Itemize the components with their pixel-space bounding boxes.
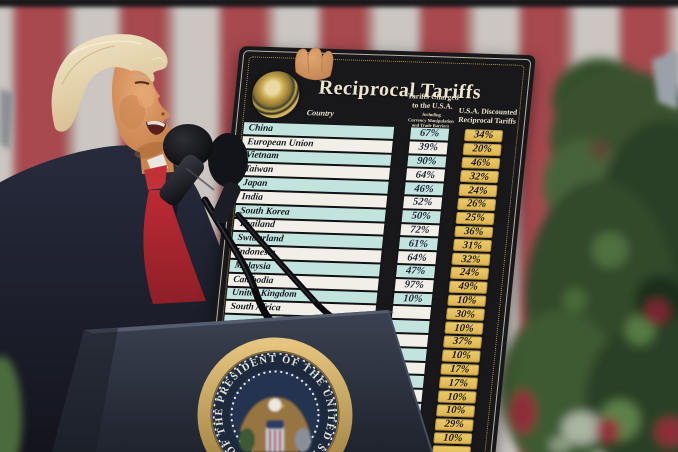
microphone-rear-body	[211, 181, 241, 224]
tie-knot	[144, 165, 167, 190]
podium-presidential-seal: SEAL OF THE PRESIDENT OF THE UNITED STAT…	[197, 337, 353, 452]
hair	[51, 34, 168, 132]
arrows	[295, 428, 311, 452]
olive-branch	[239, 428, 255, 452]
blurred-object-left	[0, 88, 14, 150]
teeth	[147, 120, 165, 127]
cheek-highlight	[137, 84, 155, 108]
seal-text-band	[214, 354, 336, 452]
microphone-highlight	[185, 167, 215, 191]
seal-gold-ring	[197, 337, 353, 452]
microphones	[159, 124, 248, 224]
podium-edge-highlight	[387, 309, 433, 452]
podium-left-shade	[52, 328, 118, 452]
hair-strand	[151, 57, 167, 64]
seal-eagle	[239, 397, 311, 452]
hair-strand	[69, 40, 143, 56]
bokeh-highlight	[562, 412, 602, 444]
tie	[143, 190, 206, 304]
seal-star-ring-inner	[230, 370, 320, 452]
eye	[134, 81, 150, 86]
gooseneck-cable	[235, 212, 353, 331]
podium-top-bevel	[84, 310, 394, 334]
shrub-greenery	[500, 58, 678, 452]
foreground-greenery-left	[0, 356, 22, 452]
blurred-object-top-right	[652, 50, 678, 110]
microphone-body	[159, 154, 205, 206]
red-flowers	[510, 390, 536, 434]
eagle-head	[268, 398, 282, 412]
background-top-shadow	[0, 0, 678, 7]
finger-lines	[307, 56, 323, 74]
hair-strand	[61, 45, 116, 86]
microphone-rear	[208, 133, 248, 187]
nostril	[161, 112, 165, 116]
hand-holding-board	[295, 47, 334, 81]
microphone-foam	[163, 124, 213, 168]
seal-star-ring-outer	[212, 352, 338, 452]
jaw-shadow	[134, 141, 166, 159]
podium: SEAL OF THE PRESIDENT OF THE UNITED STAT…	[52, 309, 433, 452]
cheek-shading	[119, 95, 145, 129]
